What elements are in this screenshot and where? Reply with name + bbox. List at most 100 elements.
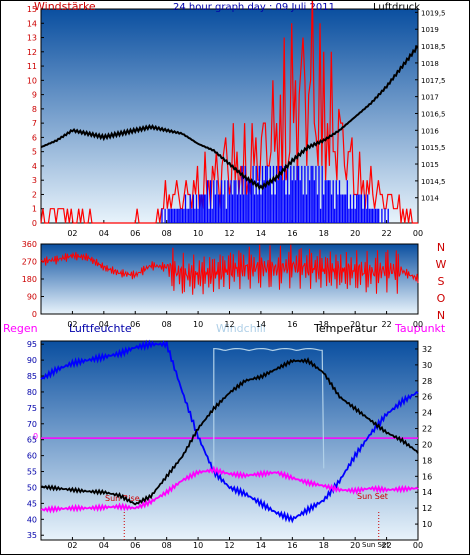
pressure-y-tick-label: 1014 — [421, 195, 439, 203]
pressure-series-line — [40, 44, 419, 191]
climate-x-tick-label: 08 — [162, 541, 172, 550]
pressure-y-tick-label: 1017,5 — [421, 77, 446, 85]
temperature-y-tick-label: 28 — [422, 377, 432, 386]
gust-series-bars — [161, 165, 389, 223]
rain-axis-title: Regen — [3, 322, 38, 335]
windspeed-y-tick-label: 7 — [32, 119, 37, 128]
humidity-y-tick-label: 75 — [27, 404, 37, 413]
climate-x-tick-label: 16 — [287, 541, 297, 550]
pressure-y-tick-label: 1015,5 — [421, 144, 446, 152]
temperature-y-tick-label: 22 — [422, 425, 432, 434]
pressure-y-tick-label: 1015 — [421, 161, 439, 169]
windspeed-y-tick-label: 3 — [32, 176, 37, 185]
direction-x-tick-label: 00 — [413, 320, 423, 329]
humidity-y-tick-label: 90 — [27, 356, 37, 365]
direction-x-tick-label: 04 — [99, 320, 109, 329]
wind-x-tick-label: 00 — [413, 229, 423, 238]
windspeed-y-tick-label: 12 — [27, 48, 37, 57]
direction-x-tick-label: 12 — [224, 320, 234, 329]
direction-series-line — [40, 244, 419, 295]
windchill-axis-title: Windchill — [216, 322, 266, 335]
pressure-y-tick-label: 1019,5 — [421, 9, 446, 17]
humidity-temperature-plot-area — [40, 340, 419, 541]
wind-x-tick-label: 02 — [67, 229, 77, 238]
humidity-y-tick-label: 95 — [27, 340, 37, 349]
humidity-y-tick-label: 85 — [27, 372, 37, 381]
wind-x-tick-label: 14 — [256, 229, 266, 238]
pressure-y-tick-label: 1016,5 — [421, 110, 446, 118]
windspeed-y-tick-label: 9 — [32, 91, 37, 100]
compass-label: N — [437, 309, 445, 322]
pressure-y-tick-label: 1014,5 — [421, 178, 446, 186]
wind-x-tick-label: 16 — [287, 229, 297, 238]
pressure-y-tick-label: 1018 — [421, 60, 439, 68]
humidity-y-tick-label: 40 — [27, 515, 37, 524]
windspeed-y-tick-label: 5 — [32, 148, 37, 157]
windspeed-y-tick-label: 4 — [32, 162, 37, 171]
humidity-y-tick-label: 55 — [27, 468, 37, 477]
wind-x-tick-label: 04 — [99, 229, 109, 238]
compass-label: S — [438, 275, 445, 288]
direction-y-tick-label: 180 — [22, 275, 37, 284]
humidity-axis-title: Luftfeuchte — [69, 322, 132, 335]
climate-x-tick-label: 04 — [99, 541, 109, 550]
wind-x-tick-label: 22 — [381, 229, 391, 238]
direction-x-tick-label: 20 — [350, 320, 360, 329]
wind-x-tick-label: 20 — [350, 229, 360, 238]
climate-x-tick-label: 18 — [319, 541, 329, 550]
temperature-y-tick-label: 10 — [422, 520, 432, 529]
temperature-y-tick-label: 26 — [422, 393, 432, 402]
humidity-y-tick-label: 80 — [27, 388, 37, 397]
windspeed-y-tick-label: 11 — [27, 62, 37, 71]
windspeed-y-tick-label: 0 — [32, 219, 37, 228]
direction-x-tick-label: 22 — [381, 320, 391, 329]
temperature-y-tick-label: 32 — [422, 345, 432, 354]
humidity-y-tick-label: 70 — [27, 420, 37, 429]
temperature-y-tick-label: 14 — [422, 488, 432, 497]
climate-x-tick-label: 14 — [256, 541, 266, 550]
climate-x-tick-label: 20 — [350, 541, 360, 550]
windchill-series-line — [213, 347, 325, 469]
windspeed-y-tick-label: 1 — [32, 205, 37, 214]
temperature-y-tick-label: 16 — [422, 472, 432, 481]
sunset-tick-label: Sun Set — [362, 541, 389, 549]
compass-label: O — [437, 292, 446, 305]
pressure-y-tick-label: 1018,5 — [421, 43, 446, 51]
direction-x-tick-label: 02 — [67, 320, 77, 329]
temperature-y-tick-label: 18 — [422, 456, 432, 465]
windspeed-y-tick-label: 15 — [27, 5, 37, 14]
temperature-y-tick-label: 24 — [422, 409, 432, 418]
direction-y-tick-label: 270 — [22, 258, 37, 267]
pressure-y-tick-label: 1017 — [421, 94, 439, 102]
direction-y-tick-label: 0 — [32, 310, 37, 319]
direction-x-tick-label: 16 — [287, 320, 297, 329]
dewpoint-series-line — [40, 465, 419, 514]
climate-x-tick-label: 02 — [67, 541, 77, 550]
direction-y-tick-label: 360 — [22, 240, 37, 249]
temperature-y-tick-label: 30 — [422, 361, 432, 370]
pressure-y-tick-label: 1019 — [421, 26, 439, 34]
direction-x-tick-label: 18 — [319, 320, 329, 329]
direction-y-tick-label: 90 — [27, 293, 37, 302]
windspeed-y-tick-label: 10 — [27, 76, 37, 85]
rain-zero-label: 0 — [33, 432, 38, 441]
windspeed-axis-title: Windstärke — [34, 1, 96, 13]
climate-x-tick-label: 22 — [381, 541, 391, 550]
windspeed-y-tick-label: 2 — [32, 190, 37, 199]
climate-x-tick-label: 00 — [413, 541, 423, 550]
windspeed-y-tick-label: 8 — [32, 105, 37, 114]
wind-x-tick-label: 10 — [193, 229, 203, 238]
dewpoint-axis-title: Taupunkt — [394, 322, 446, 335]
climate-x-tick-label: 06 — [130, 541, 140, 550]
humidity-y-tick-label: 45 — [27, 499, 37, 508]
pressure-axis-title: Luftdruck — [373, 2, 420, 13]
humidity-y-tick-label: 65 — [27, 436, 37, 445]
direction-x-tick-label: 08 — [162, 320, 172, 329]
temperature-series-line — [40, 356, 419, 506]
windspeed-y-tick-label: 13 — [27, 34, 37, 43]
wind-x-tick-label: 06 — [130, 229, 140, 238]
humidity-y-tick-label: 50 — [27, 483, 37, 492]
windspeed-y-tick-label: 6 — [32, 133, 37, 142]
